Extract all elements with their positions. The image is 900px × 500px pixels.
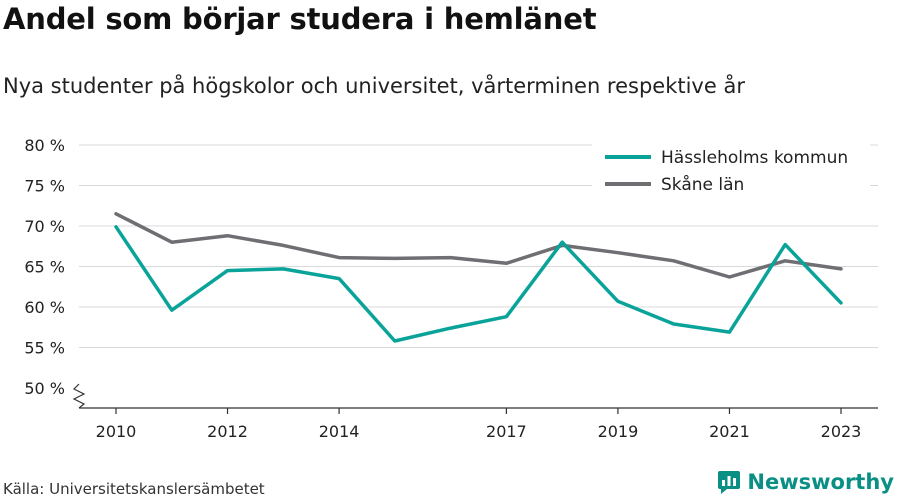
x-tick-label: 2012 [207, 422, 248, 441]
x-tick-label: 2021 [709, 422, 750, 441]
y-tick-label: 65 % [24, 258, 65, 277]
x-tick-label: 2014 [319, 422, 360, 441]
axes: 50 % 55 % 60 % 65 % 70 % 75 % 80 % 2010 2012 2014… [24, 136, 878, 441]
legend: Hässleholms kommun Skåne län [592, 140, 870, 200]
brand[interactable]: Newsworthy [717, 469, 894, 495]
y-tick-label: 50 % [24, 379, 65, 398]
y-tick-label: 75 % [24, 177, 65, 196]
axis-break-icon [72, 383, 86, 409]
legend-label: Skåne län [661, 174, 744, 195]
series-line [114, 212, 843, 279]
y-tick-label: 55 % [24, 339, 65, 358]
source-note: Källa: Universitetskanslersämbetet [3, 480, 265, 498]
chart-subtitle: Nya studenter på högskolor och universit… [3, 74, 745, 98]
x-tick-label: 2019 [598, 422, 639, 441]
y-tick-label: 80 % [24, 136, 65, 155]
chart-title: Andel som börjar studera i hemlänet [3, 2, 597, 36]
x-tick-label: 2010 [96, 422, 137, 441]
legend-background [592, 140, 870, 200]
legend-label: Hässleholms kommun [661, 148, 848, 168]
x-tick-label: 2023 [821, 422, 862, 441]
x-tick-label: 2017 [486, 422, 527, 441]
gridlines [79, 144, 878, 348]
series-line [114, 225, 843, 343]
series-lines [114, 212, 843, 343]
brand-name: Newsworthy [747, 470, 894, 494]
y-tick-label: 60 % [24, 298, 65, 317]
bar-chart-logo-icon [718, 471, 741, 494]
y-tick-label: 70 % [24, 217, 65, 236]
